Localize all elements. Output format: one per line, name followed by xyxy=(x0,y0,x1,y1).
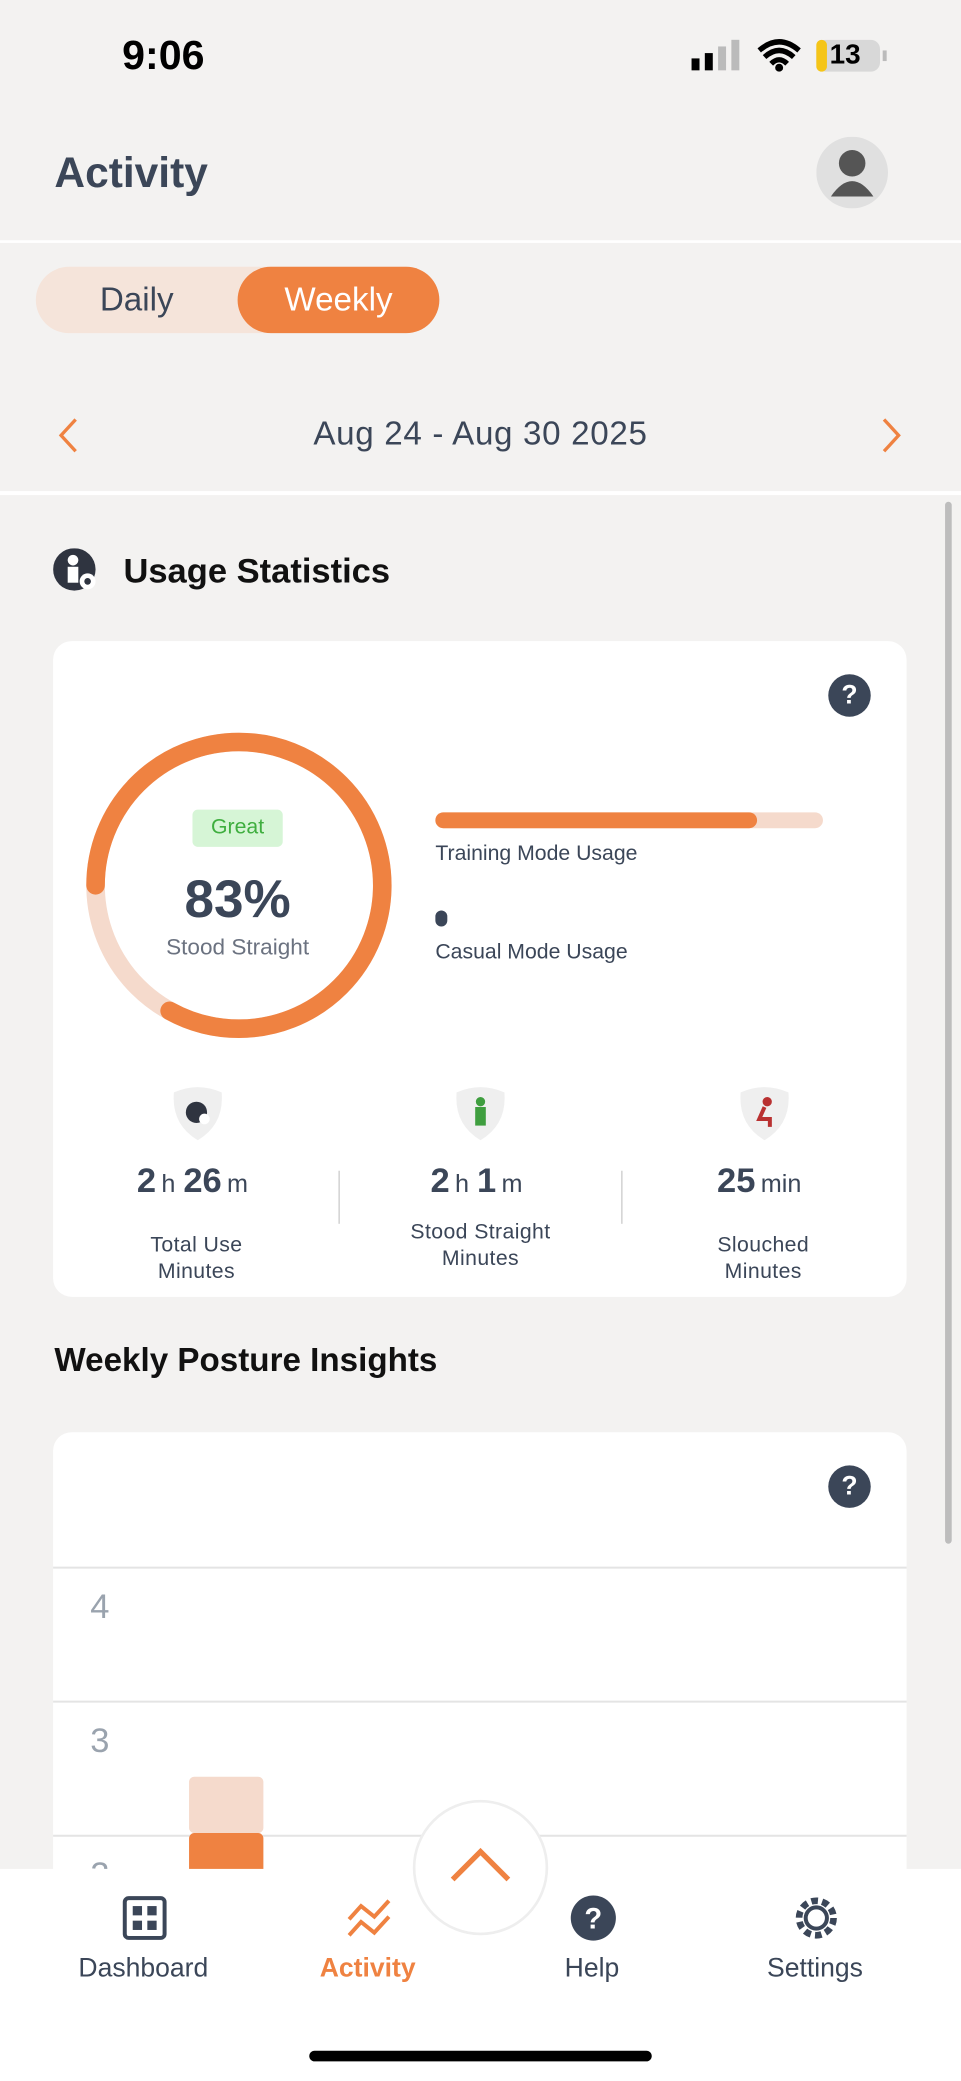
prev-arrow[interactable] xyxy=(53,415,85,455)
stat-icon xyxy=(456,1087,505,1141)
mode-bar xyxy=(435,812,758,829)
stat-label: Total Use Minutes xyxy=(150,1234,243,1284)
nav-icon[interactable] xyxy=(122,1895,167,1940)
percent-caption: Stood Straight xyxy=(166,934,310,960)
nav-label[interactable]: Activity xyxy=(319,1953,416,1984)
mode-bar xyxy=(435,910,448,927)
separator xyxy=(621,1170,623,1224)
stat-number: 1 xyxy=(477,1160,497,1200)
help-button[interactable]: ? xyxy=(828,1465,871,1508)
status-icons xyxy=(691,39,887,72)
stat-icon xyxy=(740,1087,789,1141)
bar xyxy=(189,1776,264,1834)
ring xyxy=(86,732,392,1038)
date-range: Aug 24 - Aug 30 2025 xyxy=(313,415,648,453)
tab-active-bg xyxy=(237,266,440,334)
stat-number: 2 xyxy=(430,1160,450,1200)
stat-unit: h xyxy=(455,1170,470,1199)
percent: 83% xyxy=(184,870,291,930)
home-indicator xyxy=(309,2050,652,2062)
rating-badge: Great xyxy=(192,809,283,847)
stat-unit: min xyxy=(760,1170,802,1199)
y-tick-label: 4 xyxy=(90,1588,109,1626)
nav-label[interactable]: Help xyxy=(564,1953,620,1984)
mode-label: Casual Mode Usage xyxy=(435,940,627,963)
stat: 25 min Slouched Minutes xyxy=(630,1160,895,1286)
avatar[interactable] xyxy=(816,136,888,209)
nav-icon[interactable] xyxy=(345,1895,393,1940)
stat-icon xyxy=(173,1087,222,1141)
stat-unit: m xyxy=(227,1170,249,1199)
ring-arc xyxy=(86,732,392,1038)
battery: 13 xyxy=(829,39,861,71)
svg-text:?: ? xyxy=(584,1904,602,1936)
stat-value: 2 h 26 m xyxy=(64,1160,329,1201)
y-tick-label: 3 xyxy=(90,1722,109,1760)
stat-number: 2 xyxy=(136,1160,157,1200)
stat-number: 26 xyxy=(183,1160,222,1200)
page-title: Activity xyxy=(54,148,208,197)
nav-icon[interactable] xyxy=(791,1893,841,1943)
stat-label: Slouched Minutes xyxy=(717,1234,810,1284)
usage-icon xyxy=(53,548,96,591)
stat-unit: m xyxy=(501,1170,523,1199)
section-title: Usage Statistics xyxy=(123,550,391,591)
stat-unit: h xyxy=(161,1170,176,1199)
nav-label[interactable]: Settings xyxy=(767,1953,863,1984)
help-button[interactable]: ? xyxy=(828,674,871,717)
tab[interactable]: Daily xyxy=(99,281,174,319)
mode-bars: Training Mode Usage Casual Mode Usage xyxy=(435,812,823,963)
stat: 2 h 26 m Total Use Minutes xyxy=(64,1160,329,1286)
fab[interactable] xyxy=(409,1796,552,1939)
stat-label: Stood Straight Minutes xyxy=(410,1221,551,1271)
chart-title: Weekly Posture Insights xyxy=(54,1341,438,1380)
stat: 2 h 1 m Stood Straight Minutes xyxy=(348,1160,613,1273)
nav-label[interactable]: Dashboard xyxy=(78,1953,209,1984)
scrollbar xyxy=(945,501,952,1544)
separator xyxy=(338,1170,340,1224)
stat-value: 25 min xyxy=(630,1160,895,1201)
tab[interactable]: Weekly xyxy=(284,281,393,319)
next-arrow[interactable] xyxy=(876,415,908,455)
time: 9:06 xyxy=(122,31,205,79)
divider xyxy=(0,240,961,243)
stat-number: 25 xyxy=(717,1160,756,1200)
nav-icon[interactable]: ? xyxy=(569,1894,617,1942)
divider xyxy=(0,491,961,496)
mode-label: Training Mode Usage xyxy=(435,842,637,865)
